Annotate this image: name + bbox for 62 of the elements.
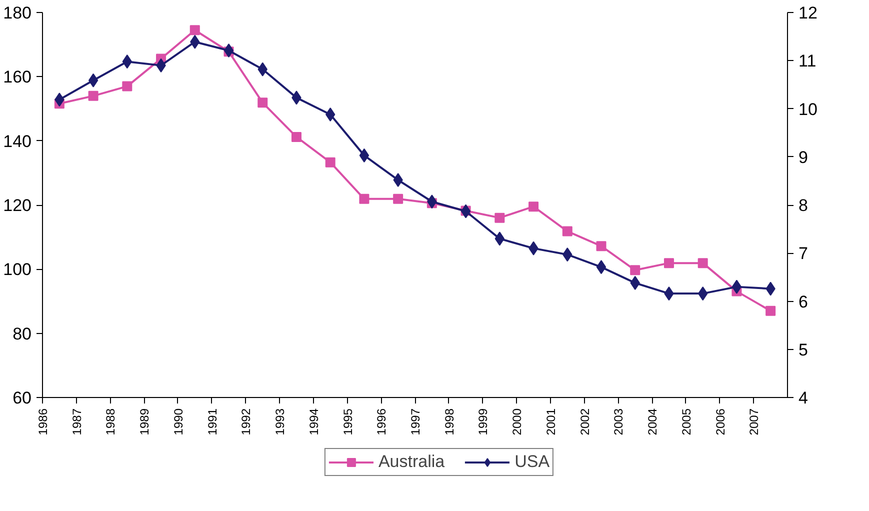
point bbox=[224, 44, 234, 58]
x-tick-label: 1999 bbox=[476, 408, 490, 436]
x-tick-label: 1988 bbox=[104, 408, 118, 436]
x-tick-label: 1997 bbox=[408, 408, 422, 436]
y2-tick-label: 9 bbox=[798, 148, 808, 167]
point bbox=[291, 132, 302, 142]
x-tick-label: 1989 bbox=[138, 408, 152, 436]
legend-label: Australia bbox=[378, 452, 445, 472]
x-tick-label: 2003 bbox=[612, 408, 626, 436]
y-tick-label: 120 bbox=[3, 196, 32, 215]
x-tick-label: 1987 bbox=[70, 408, 84, 436]
x-tick-label: 1994 bbox=[306, 408, 321, 436]
y-tick-label: 100 bbox=[3, 260, 32, 280]
y2-tick-label: 12 bbox=[798, 4, 818, 22]
y2-tick-label: 5 bbox=[798, 340, 808, 360]
point bbox=[88, 90, 98, 101]
x-tick-label: 1996 bbox=[374, 408, 389, 436]
point bbox=[325, 157, 336, 168]
x-tick-label: 1986 bbox=[36, 408, 50, 436]
legend-label: USA bbox=[514, 452, 550, 472]
y-tick-label: 180 bbox=[3, 4, 32, 22]
x-tick-label: 1990 bbox=[171, 408, 186, 436]
y2-tick-label: 6 bbox=[798, 292, 808, 312]
point bbox=[766, 306, 776, 316]
point bbox=[630, 265, 640, 276]
y-tick-label: 80 bbox=[12, 324, 32, 344]
point bbox=[494, 212, 505, 223]
point bbox=[596, 241, 606, 252]
y2-tick-label: 10 bbox=[798, 100, 818, 119]
y-tick-label: 140 bbox=[3, 132, 32, 151]
x-tick-label: 2000 bbox=[510, 408, 524, 436]
y2-tick-label: 11 bbox=[798, 52, 816, 71]
x-tick-label: 2006 bbox=[713, 408, 728, 436]
point bbox=[359, 194, 370, 204]
point bbox=[88, 73, 98, 88]
x-tick-label: 1998 bbox=[442, 408, 456, 436]
point bbox=[393, 194, 404, 204]
point bbox=[190, 25, 200, 36]
x-tick-label: 1992 bbox=[239, 408, 254, 436]
point bbox=[562, 226, 572, 236]
point bbox=[359, 148, 370, 162]
y2-tick-label: 8 bbox=[798, 196, 808, 215]
point bbox=[122, 81, 132, 92]
point bbox=[596, 260, 606, 274]
x-tick-label: 2002 bbox=[578, 408, 592, 436]
x-tick-label: 1993 bbox=[273, 408, 288, 436]
x-tick-label: 2005 bbox=[679, 408, 694, 436]
y2-tick-label: 4 bbox=[798, 388, 808, 408]
x-tick-label: 1991 bbox=[205, 408, 220, 436]
x-tick-label: 1995 bbox=[340, 408, 355, 436]
y-tick-label: 60 bbox=[12, 388, 32, 408]
point bbox=[698, 258, 708, 268]
point bbox=[732, 280, 742, 294]
point bbox=[258, 98, 268, 108]
x-tick-label: 2004 bbox=[646, 408, 660, 436]
y2-tick-label: 7 bbox=[798, 244, 808, 264]
point bbox=[664, 258, 674, 268]
x-tick-label: 2007 bbox=[747, 408, 762, 436]
x-tick-label: 2001 bbox=[544, 408, 558, 436]
point bbox=[528, 202, 539, 212]
y-tick-label: 160 bbox=[3, 68, 32, 87]
point bbox=[460, 204, 471, 218]
